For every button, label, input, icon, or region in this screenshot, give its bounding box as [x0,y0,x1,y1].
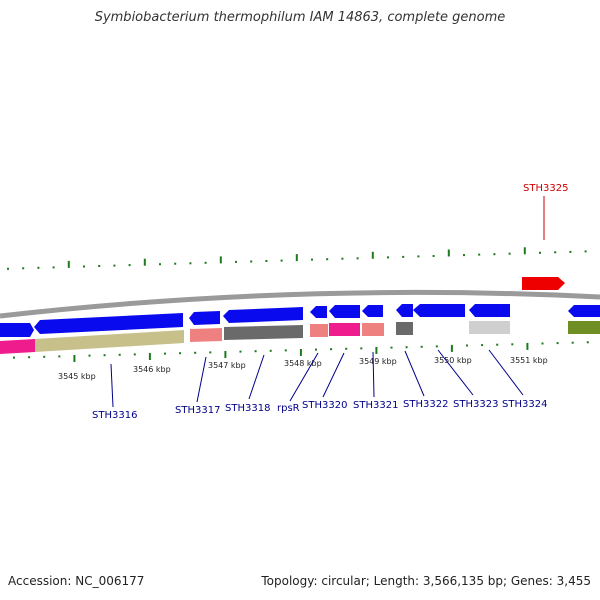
gene-block[interactable] [224,325,303,340]
gene-arrow[interactable] [362,305,383,317]
gene-label[interactable]: STH3320 [302,400,347,411]
gene-leader-lines [110,349,524,408]
leader-line [110,363,114,408]
gene-label[interactable]: STH3324 [502,399,547,410]
scale-ticks [13,341,589,362]
gene-block[interactable] [568,321,600,334]
backbone-arc [0,289,600,319]
leader-line [196,356,207,403]
gene-label[interactable]: STH3318 [225,403,270,414]
gene-arrow[interactable] [189,311,220,325]
forward-strand-genes [0,304,600,337]
gene-arrow[interactable] [469,304,510,317]
leader-line [437,349,474,396]
gene-label[interactable]: STH3317 [175,405,220,416]
gene-arrow[interactable] [310,306,327,318]
scale-tick-labels: 3545 kbp 3546 kbp 3547 kbp 3548 kbp 3549… [58,356,548,381]
gene-label[interactable]: STH3321 [353,400,398,411]
leader-line [404,350,425,397]
gene-block[interactable] [396,322,413,335]
gene-label[interactable]: STH3322 [403,399,448,410]
gene-block[interactable] [0,339,35,354]
scale-tick-label: 3547 kbp [208,361,246,370]
leader-line [248,354,265,400]
scale-tick-label: 3550 kbp [434,356,472,365]
highlight-gene-label[interactable]: STH3325 [523,183,568,194]
gene-block[interactable] [469,321,510,334]
gene-labels: STH3316 STH3317 STH3318 rpsR STH3320 STH… [92,183,568,421]
reverse-strand-genes [0,321,600,354]
gene-block[interactable] [310,324,328,337]
scale-tick-label: 3545 kbp [58,372,96,381]
leader-line [322,352,345,398]
gene-arrow[interactable] [223,307,303,323]
leader-line [372,351,375,398]
gene-arrow[interactable] [568,305,600,317]
gene-arrow[interactable] [396,304,413,317]
leader-line [289,352,319,402]
leader-line [488,349,524,396]
scale-tick-label: 3548 kbp [284,359,322,368]
gene-block[interactable] [35,330,184,352]
gene-block[interactable] [362,323,384,336]
gc-skew-ticks [7,247,587,270]
gene-arrow[interactable] [34,313,183,334]
gene-arrow[interactable] [0,323,34,337]
gene-block[interactable] [329,323,360,336]
scale-tick-label: 3549 kbp [359,357,397,366]
gene-arrow[interactable] [413,304,465,317]
genome-summary-text: Topology: circular; Length: 3,566,135 bp… [261,574,591,588]
gene-arrow[interactable] [329,305,360,318]
gene-label[interactable]: rpsR [277,403,300,414]
scale-tick-label: 3546 kbp [133,365,171,374]
gene-label[interactable]: STH3323 [453,399,498,410]
genome-title: Symbiobacterium thermophilum IAM 14863, … [94,10,506,25]
highlight-gene-arrow[interactable] [522,277,565,290]
gene-block[interactable] [190,328,222,342]
gene-label[interactable]: STH3316 [92,410,137,421]
accession-text: Accession: NC_006177 [8,574,145,588]
scale-tick-label: 3551 kbp [510,356,548,365]
